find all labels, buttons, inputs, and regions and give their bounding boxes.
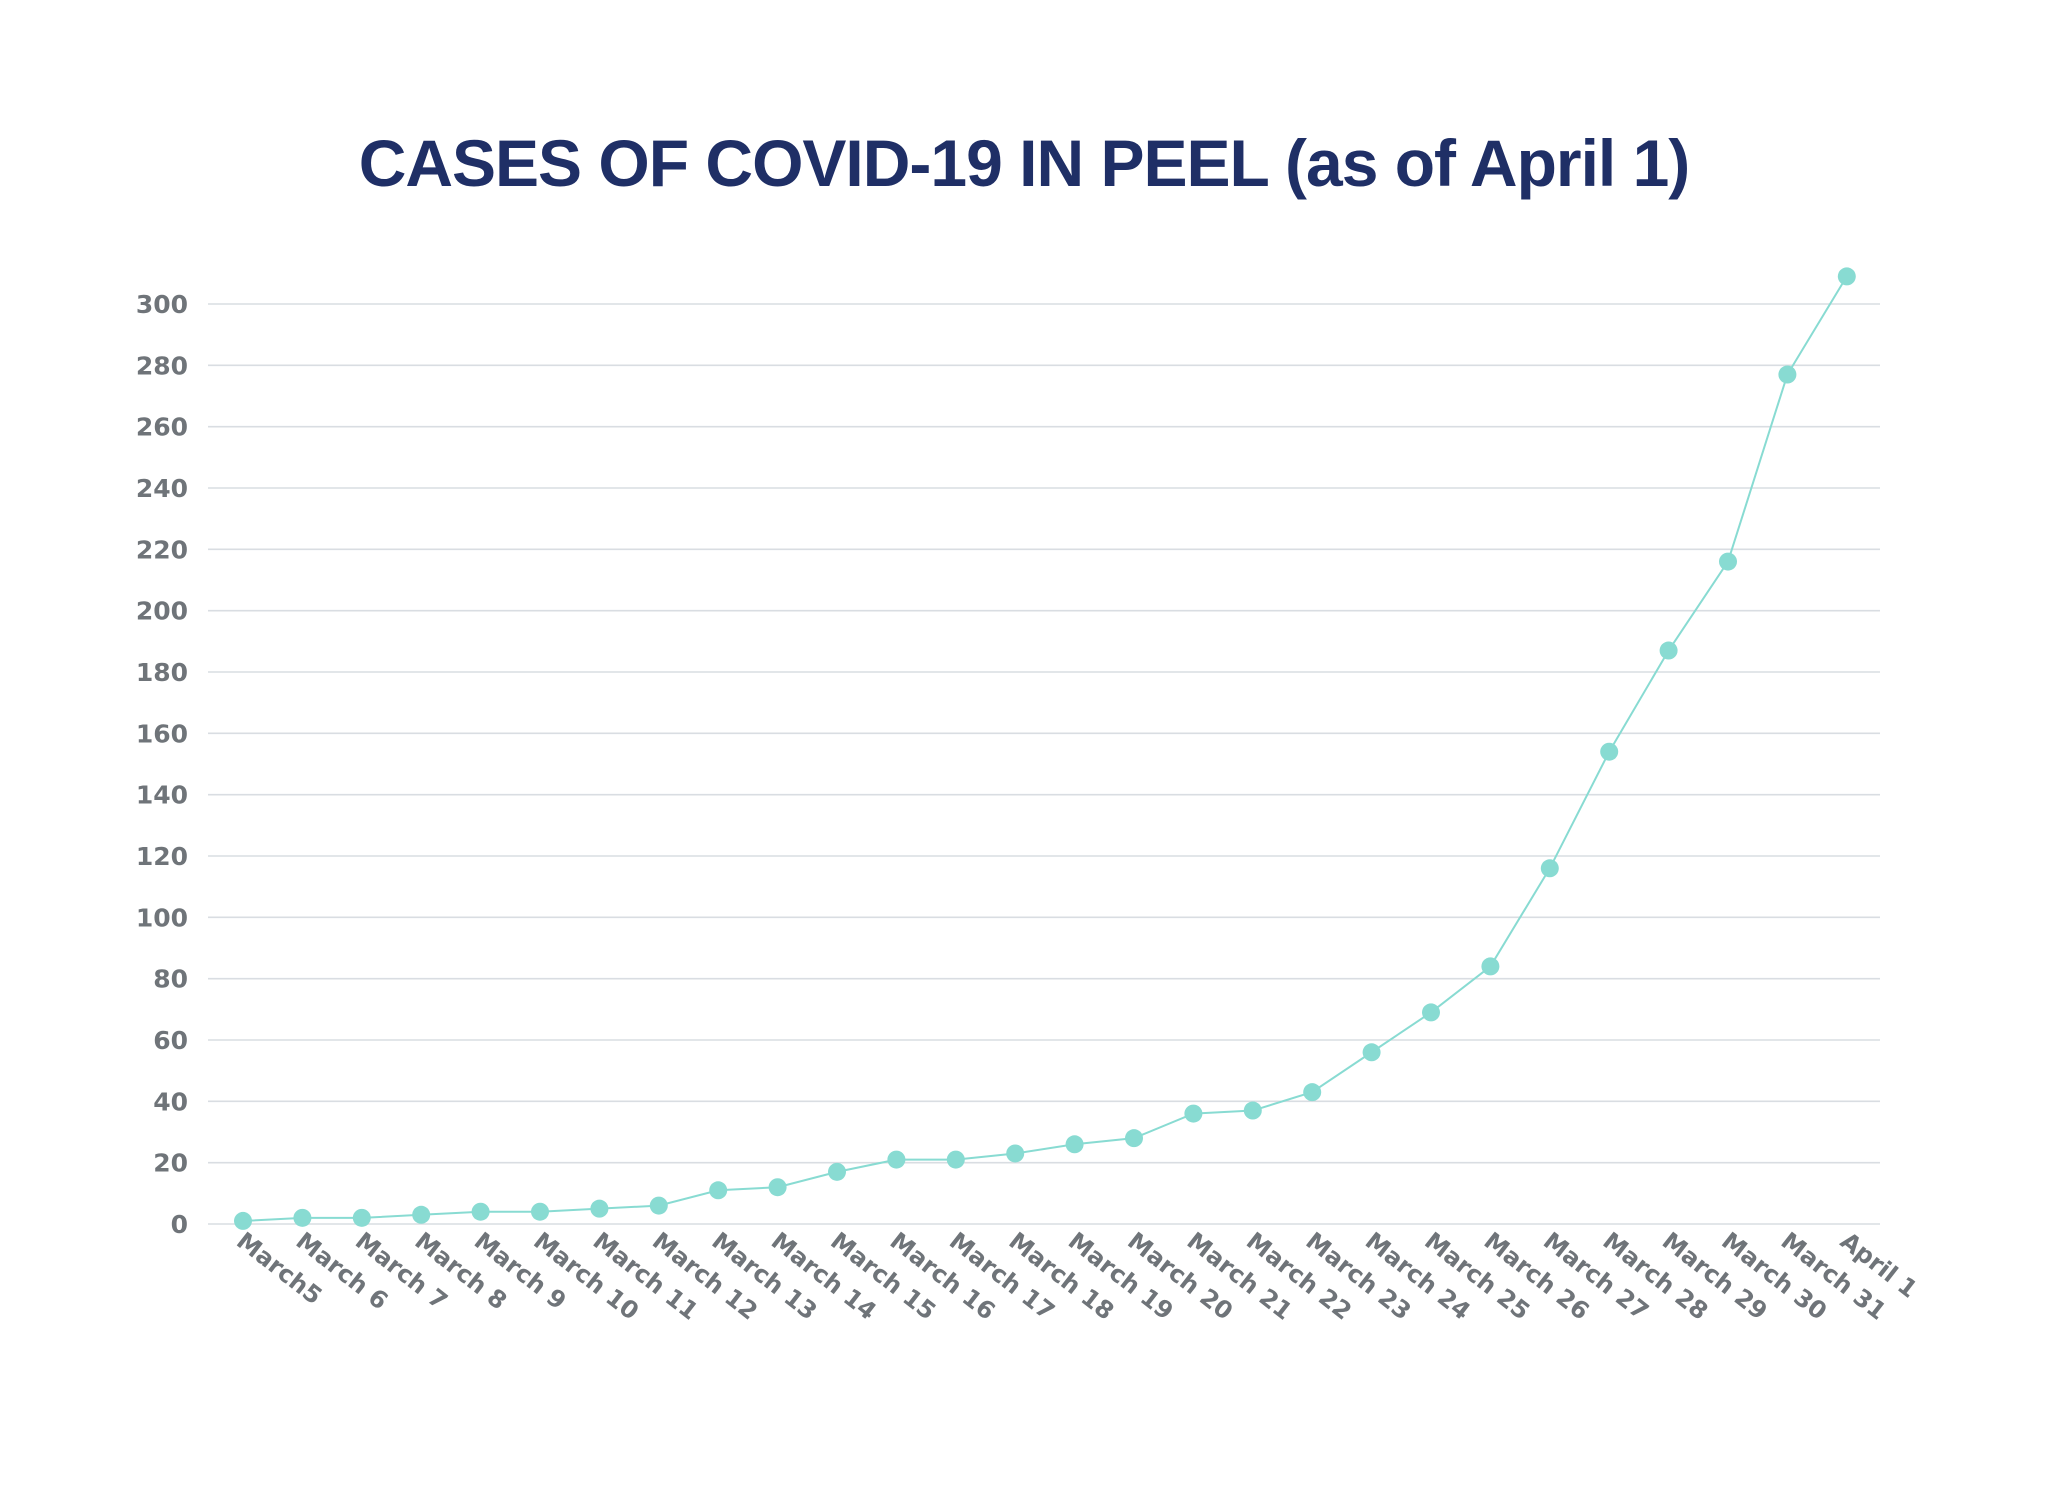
data-point bbox=[1540, 859, 1559, 878]
data-point bbox=[1481, 957, 1500, 976]
y-tick-label: 80 bbox=[153, 965, 188, 994]
y-tick-label: 40 bbox=[153, 1087, 188, 1116]
data-point bbox=[709, 1181, 728, 1200]
series bbox=[234, 267, 1856, 1230]
data-point bbox=[293, 1208, 312, 1227]
grid-lines bbox=[208, 303, 1880, 1225]
data-point bbox=[471, 1202, 490, 1221]
y-tick-label: 140 bbox=[136, 781, 188, 810]
data-point bbox=[412, 1205, 431, 1224]
data-point bbox=[352, 1208, 371, 1227]
y-tick-label: 60 bbox=[153, 1026, 188, 1055]
y-tick-label: 120 bbox=[136, 842, 188, 871]
data-point bbox=[1125, 1129, 1143, 1148]
y-tick-label: 0 bbox=[171, 1210, 188, 1239]
data-point bbox=[1778, 365, 1797, 384]
data-point bbox=[768, 1178, 787, 1197]
data-point bbox=[1184, 1104, 1203, 1123]
data-point bbox=[234, 1211, 252, 1230]
y-tick-label: 100 bbox=[136, 903, 188, 932]
series-line bbox=[242, 275, 1848, 1222]
y-tick-label: 20 bbox=[153, 1149, 188, 1178]
data-point bbox=[1600, 742, 1619, 761]
y-tick-label: 280 bbox=[136, 351, 188, 380]
data-point bbox=[1837, 267, 1856, 286]
data-point bbox=[1362, 1043, 1381, 1062]
data-point bbox=[946, 1150, 965, 1169]
y-tick-label: 260 bbox=[136, 413, 188, 442]
data-point bbox=[649, 1196, 668, 1215]
data-point bbox=[1422, 1003, 1440, 1022]
data-point bbox=[887, 1150, 906, 1169]
data-point bbox=[1065, 1135, 1084, 1154]
y-tick-label: 240 bbox=[136, 474, 188, 503]
y-axis-ticks: 0 20 40 60 80 100 120 140 160 180 200 220 240 260 280 3… bbox=[136, 290, 188, 1239]
data-point bbox=[531, 1202, 549, 1221]
y-tick-label: 220 bbox=[136, 535, 188, 564]
data-point bbox=[1719, 552, 1737, 571]
y-tick-label: 180 bbox=[136, 658, 188, 687]
data-point bbox=[1006, 1144, 1025, 1163]
data-point bbox=[1659, 641, 1678, 660]
y-tick-label: 300 bbox=[136, 290, 188, 319]
data-point bbox=[1243, 1101, 1262, 1120]
data-point bbox=[590, 1199, 609, 1218]
data-point bbox=[1303, 1083, 1322, 1102]
y-tick-label: 160 bbox=[136, 719, 188, 748]
chart-title: CASES OF COVID-19 IN PEEL (as of April 1… bbox=[358, 126, 1691, 200]
data-point bbox=[828, 1162, 846, 1181]
y-tick-label: 200 bbox=[136, 597, 188, 626]
